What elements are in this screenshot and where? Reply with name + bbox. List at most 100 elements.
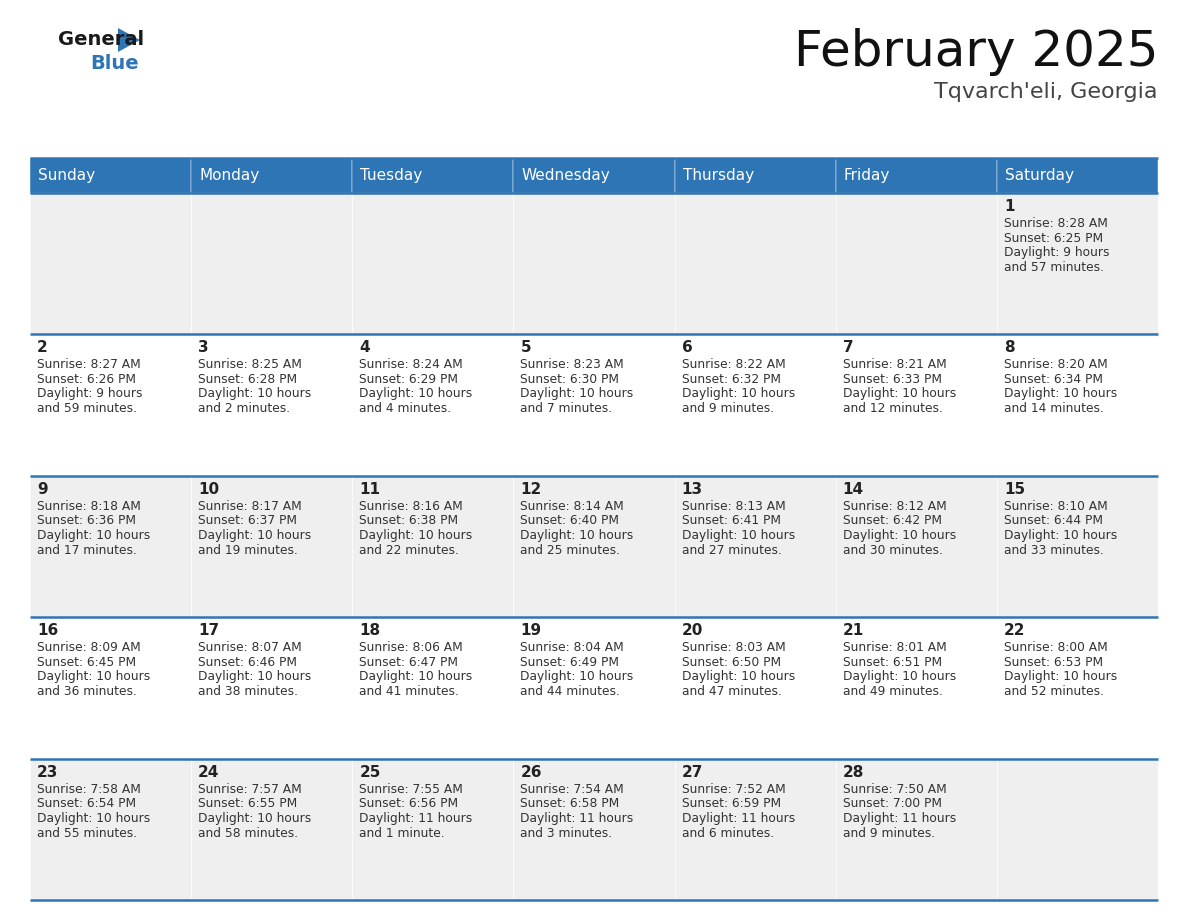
Text: Daylight: 11 hours
and 3 minutes.: Daylight: 11 hours and 3 minutes. xyxy=(520,812,633,840)
Text: 27: 27 xyxy=(682,765,703,779)
Text: Daylight: 10 hours
and 30 minutes.: Daylight: 10 hours and 30 minutes. xyxy=(842,529,956,557)
Text: 16: 16 xyxy=(37,623,58,638)
Bar xyxy=(30,758,191,900)
Text: 28: 28 xyxy=(842,765,864,779)
Text: Sunrise: 8:16 AM: Sunrise: 8:16 AM xyxy=(359,499,463,513)
Text: 8: 8 xyxy=(1004,341,1015,355)
Text: Sunset: 6:58 PM: Sunset: 6:58 PM xyxy=(520,797,620,810)
Text: Sunset: 6:26 PM: Sunset: 6:26 PM xyxy=(37,373,135,386)
Bar xyxy=(997,758,1158,900)
Bar xyxy=(835,158,997,193)
Text: Daylight: 10 hours
and 52 minutes.: Daylight: 10 hours and 52 minutes. xyxy=(1004,670,1117,699)
Text: 5: 5 xyxy=(520,341,531,355)
Text: Sunrise: 8:28 AM: Sunrise: 8:28 AM xyxy=(1004,217,1107,230)
Text: Sunrise: 8:07 AM: Sunrise: 8:07 AM xyxy=(198,641,302,655)
Text: Sunset: 6:37 PM: Sunset: 6:37 PM xyxy=(198,514,297,527)
Text: Sunrise: 8:17 AM: Sunrise: 8:17 AM xyxy=(198,499,302,513)
Text: Sunrise: 7:55 AM: Sunrise: 7:55 AM xyxy=(359,783,463,796)
Bar xyxy=(835,617,997,758)
Bar xyxy=(675,158,835,193)
Bar xyxy=(835,758,997,900)
Text: Daylight: 10 hours
and 14 minutes.: Daylight: 10 hours and 14 minutes. xyxy=(1004,387,1117,416)
Text: 21: 21 xyxy=(842,623,864,638)
Bar xyxy=(997,158,1158,193)
Text: Sunset: 6:47 PM: Sunset: 6:47 PM xyxy=(359,655,459,668)
Text: Saturday: Saturday xyxy=(1005,168,1074,183)
Text: Thursday: Thursday xyxy=(683,168,753,183)
Text: Sunset: 6:25 PM: Sunset: 6:25 PM xyxy=(1004,231,1102,244)
Bar xyxy=(30,158,191,193)
Text: Daylight: 10 hours
and 41 minutes.: Daylight: 10 hours and 41 minutes. xyxy=(359,670,473,699)
Text: Daylight: 10 hours
and 17 minutes.: Daylight: 10 hours and 17 minutes. xyxy=(37,529,150,557)
Text: 10: 10 xyxy=(198,482,220,497)
Text: Tuesday: Tuesday xyxy=(360,168,423,183)
Text: Sunset: 6:53 PM: Sunset: 6:53 PM xyxy=(1004,655,1102,668)
Text: Sunset: 6:33 PM: Sunset: 6:33 PM xyxy=(842,373,942,386)
Text: General: General xyxy=(58,30,144,49)
Bar xyxy=(353,758,513,900)
Text: Sunrise: 8:25 AM: Sunrise: 8:25 AM xyxy=(198,358,302,372)
Bar xyxy=(353,617,513,758)
Text: 13: 13 xyxy=(682,482,702,497)
Text: Daylight: 11 hours
and 1 minute.: Daylight: 11 hours and 1 minute. xyxy=(359,812,473,840)
Text: Sunset: 6:59 PM: Sunset: 6:59 PM xyxy=(682,797,781,810)
Text: Daylight: 10 hours
and 9 minutes.: Daylight: 10 hours and 9 minutes. xyxy=(682,387,795,416)
Text: Daylight: 10 hours
and 47 minutes.: Daylight: 10 hours and 47 minutes. xyxy=(682,670,795,699)
Bar xyxy=(30,476,191,617)
Bar xyxy=(30,334,191,476)
Bar xyxy=(513,158,675,193)
Text: Sunset: 6:29 PM: Sunset: 6:29 PM xyxy=(359,373,459,386)
Text: Daylight: 10 hours
and 12 minutes.: Daylight: 10 hours and 12 minutes. xyxy=(842,387,956,416)
Bar xyxy=(191,158,353,193)
Text: 19: 19 xyxy=(520,623,542,638)
Text: Sunset: 6:30 PM: Sunset: 6:30 PM xyxy=(520,373,619,386)
Bar xyxy=(353,476,513,617)
Text: Daylight: 10 hours
and 36 minutes.: Daylight: 10 hours and 36 minutes. xyxy=(37,670,150,699)
Bar xyxy=(997,476,1158,617)
Text: Sunrise: 8:12 AM: Sunrise: 8:12 AM xyxy=(842,499,947,513)
Text: Blue: Blue xyxy=(90,54,139,73)
Bar xyxy=(513,193,675,334)
Text: Sunrise: 8:20 AM: Sunrise: 8:20 AM xyxy=(1004,358,1107,372)
Text: Sunset: 6:50 PM: Sunset: 6:50 PM xyxy=(682,655,781,668)
Text: Sunset: 6:49 PM: Sunset: 6:49 PM xyxy=(520,655,619,668)
Text: Monday: Monday xyxy=(200,168,259,183)
Bar xyxy=(191,193,353,334)
Text: Sunrise: 8:22 AM: Sunrise: 8:22 AM xyxy=(682,358,785,372)
Text: Sunrise: 8:01 AM: Sunrise: 8:01 AM xyxy=(842,641,947,655)
Text: Daylight: 11 hours
and 6 minutes.: Daylight: 11 hours and 6 minutes. xyxy=(682,812,795,840)
Text: Daylight: 10 hours
and 58 minutes.: Daylight: 10 hours and 58 minutes. xyxy=(198,812,311,840)
Bar xyxy=(191,758,353,900)
Text: Sunset: 6:45 PM: Sunset: 6:45 PM xyxy=(37,655,137,668)
Text: Sunrise: 8:10 AM: Sunrise: 8:10 AM xyxy=(1004,499,1107,513)
Text: Daylight: 9 hours
and 59 minutes.: Daylight: 9 hours and 59 minutes. xyxy=(37,387,143,416)
Text: Sunrise: 8:18 AM: Sunrise: 8:18 AM xyxy=(37,499,141,513)
Bar xyxy=(30,617,191,758)
Bar xyxy=(835,193,997,334)
Text: 18: 18 xyxy=(359,623,380,638)
Bar xyxy=(675,476,835,617)
Bar xyxy=(675,334,835,476)
Text: Sunset: 6:55 PM: Sunset: 6:55 PM xyxy=(198,797,297,810)
Text: Sunrise: 7:58 AM: Sunrise: 7:58 AM xyxy=(37,783,141,796)
Bar xyxy=(353,193,513,334)
Text: Sunrise: 7:54 AM: Sunrise: 7:54 AM xyxy=(520,783,624,796)
Bar xyxy=(675,758,835,900)
Text: 15: 15 xyxy=(1004,482,1025,497)
Text: Sunrise: 8:27 AM: Sunrise: 8:27 AM xyxy=(37,358,140,372)
Text: Daylight: 10 hours
and 19 minutes.: Daylight: 10 hours and 19 minutes. xyxy=(198,529,311,557)
Text: Sunset: 6:32 PM: Sunset: 6:32 PM xyxy=(682,373,781,386)
Text: Daylight: 10 hours
and 44 minutes.: Daylight: 10 hours and 44 minutes. xyxy=(520,670,633,699)
Bar xyxy=(353,158,513,193)
Text: 7: 7 xyxy=(842,341,853,355)
Bar xyxy=(191,334,353,476)
Text: Sunset: 6:54 PM: Sunset: 6:54 PM xyxy=(37,797,137,810)
Text: Friday: Friday xyxy=(843,168,890,183)
Text: Wednesday: Wednesday xyxy=(522,168,611,183)
Bar xyxy=(513,476,675,617)
Bar xyxy=(675,617,835,758)
Bar xyxy=(30,193,191,334)
Text: Sunrise: 8:14 AM: Sunrise: 8:14 AM xyxy=(520,499,624,513)
Text: Sunrise: 8:06 AM: Sunrise: 8:06 AM xyxy=(359,641,463,655)
Text: Sunrise: 7:57 AM: Sunrise: 7:57 AM xyxy=(198,783,302,796)
